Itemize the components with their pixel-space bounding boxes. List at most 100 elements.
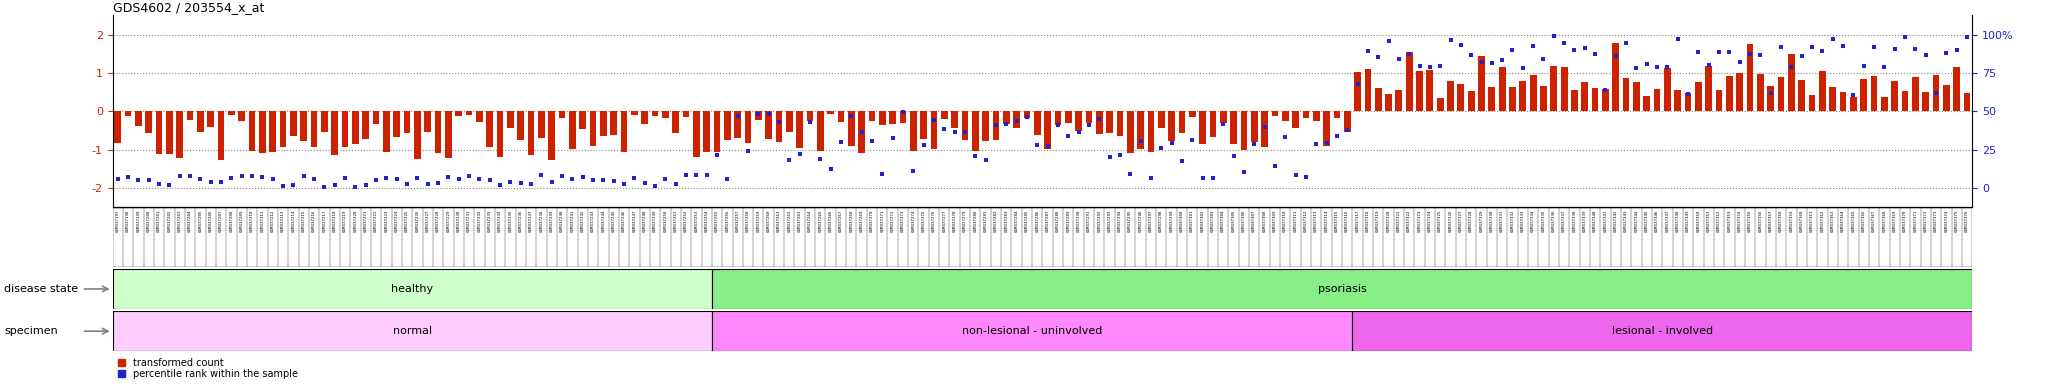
Bar bbox=[1788, 54, 1794, 111]
Point bbox=[453, 173, 485, 179]
Bar bbox=[1849, 97, 1858, 111]
Bar bbox=[518, 111, 524, 140]
Point bbox=[1321, 133, 1354, 139]
Text: GSM337273: GSM337273 bbox=[901, 209, 905, 232]
Point bbox=[143, 180, 176, 187]
Bar bbox=[899, 111, 907, 122]
Text: GSM337277: GSM337277 bbox=[942, 209, 946, 232]
Bar bbox=[539, 111, 545, 137]
Point bbox=[1362, 55, 1395, 61]
Point bbox=[1929, 50, 1962, 56]
Text: GSM337336: GSM337336 bbox=[1552, 209, 1556, 232]
Bar bbox=[1550, 66, 1556, 111]
Bar bbox=[1333, 111, 1339, 118]
Bar bbox=[260, 111, 266, 152]
Bar bbox=[1591, 88, 1599, 111]
Bar bbox=[950, 111, 958, 129]
Bar bbox=[600, 111, 606, 136]
Point bbox=[184, 176, 217, 182]
Text: GSM337293: GSM337293 bbox=[1108, 209, 1112, 232]
Text: GSM337359: GSM337359 bbox=[1790, 209, 1794, 232]
Bar bbox=[868, 111, 874, 121]
Bar bbox=[1395, 91, 1403, 111]
Point bbox=[1454, 51, 1487, 58]
Bar bbox=[1819, 71, 1825, 111]
Text: GSM337232: GSM337232 bbox=[477, 209, 481, 232]
Point bbox=[1186, 175, 1219, 182]
Text: GSM337246: GSM337246 bbox=[623, 209, 627, 232]
Text: GSM337286: GSM337286 bbox=[1036, 209, 1038, 232]
Bar bbox=[1210, 111, 1217, 137]
Text: GSM337208: GSM337208 bbox=[229, 209, 233, 232]
Text: GSM337315: GSM337315 bbox=[1335, 209, 1339, 232]
Point bbox=[1909, 52, 1942, 58]
Text: GSM337204: GSM337204 bbox=[188, 209, 193, 232]
Text: GSM337305: GSM337305 bbox=[1231, 209, 1235, 232]
Text: GSM337275: GSM337275 bbox=[922, 209, 926, 232]
Bar bbox=[621, 111, 627, 152]
Point bbox=[256, 175, 289, 182]
Bar bbox=[756, 111, 762, 120]
Text: GSM337274: GSM337274 bbox=[911, 209, 915, 232]
Bar bbox=[838, 111, 844, 122]
Bar bbox=[176, 111, 182, 159]
Text: GSM337207: GSM337207 bbox=[219, 209, 223, 232]
Text: GSM337375: GSM337375 bbox=[1954, 209, 1958, 232]
Point bbox=[412, 180, 444, 187]
Point bbox=[1372, 38, 1405, 45]
Point bbox=[266, 182, 299, 189]
Bar bbox=[403, 111, 410, 133]
Bar bbox=[807, 111, 813, 121]
Bar bbox=[1221, 111, 1227, 123]
Point bbox=[618, 175, 651, 181]
Bar bbox=[858, 111, 864, 153]
Bar bbox=[1642, 96, 1651, 111]
Bar bbox=[1808, 95, 1815, 111]
Bar bbox=[549, 111, 555, 160]
Point bbox=[918, 117, 950, 123]
Text: GSM337226: GSM337226 bbox=[416, 209, 420, 232]
Text: GSM337326: GSM337326 bbox=[1448, 209, 1452, 232]
Text: GSM337230: GSM337230 bbox=[457, 209, 461, 232]
Bar bbox=[641, 111, 647, 124]
Point bbox=[1104, 151, 1137, 157]
Text: GSM337355: GSM337355 bbox=[1749, 209, 1753, 232]
Point bbox=[340, 184, 373, 190]
Text: GSM337201: GSM337201 bbox=[158, 209, 162, 232]
Point bbox=[504, 180, 537, 187]
Bar bbox=[766, 111, 772, 139]
Bar bbox=[662, 111, 670, 118]
Text: GSM337349: GSM337349 bbox=[1686, 209, 1690, 232]
Text: GSM337248: GSM337248 bbox=[643, 209, 647, 232]
Bar bbox=[125, 111, 131, 116]
Bar bbox=[725, 111, 731, 141]
Text: GSM337280: GSM337280 bbox=[973, 209, 977, 232]
Bar bbox=[1157, 111, 1165, 128]
Bar bbox=[1933, 75, 1939, 111]
Bar bbox=[1602, 89, 1610, 111]
Text: GSM337346: GSM337346 bbox=[1655, 209, 1659, 232]
Text: GSM337288: GSM337288 bbox=[1057, 209, 1061, 232]
Bar bbox=[940, 111, 948, 119]
Bar bbox=[797, 111, 803, 148]
Text: GSM337259: GSM337259 bbox=[756, 209, 760, 232]
Point bbox=[1176, 137, 1208, 143]
Point bbox=[836, 113, 868, 119]
Point bbox=[1950, 33, 1982, 40]
Point bbox=[360, 177, 393, 183]
Point bbox=[825, 139, 858, 145]
Bar bbox=[1798, 80, 1804, 111]
Point bbox=[1827, 43, 1860, 49]
Text: GSM337221: GSM337221 bbox=[365, 209, 369, 232]
Bar bbox=[1612, 43, 1620, 111]
Bar bbox=[848, 111, 854, 146]
Point bbox=[1868, 65, 1901, 71]
Point bbox=[856, 138, 889, 144]
Point bbox=[1806, 48, 1839, 55]
Point bbox=[133, 177, 166, 183]
Bar bbox=[1272, 111, 1278, 116]
Point bbox=[494, 179, 526, 185]
Bar bbox=[281, 111, 287, 147]
Point bbox=[1094, 154, 1126, 160]
Bar bbox=[559, 111, 565, 118]
